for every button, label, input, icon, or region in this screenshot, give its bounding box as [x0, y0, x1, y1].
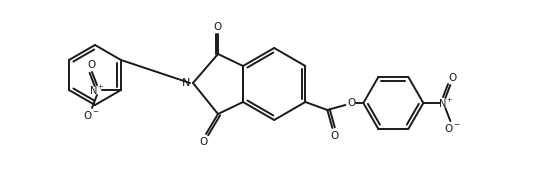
- Text: O$^-$: O$^-$: [83, 109, 101, 121]
- Text: O: O: [214, 22, 222, 32]
- Text: O: O: [448, 73, 457, 83]
- Text: O: O: [200, 137, 208, 147]
- Text: O: O: [347, 98, 356, 108]
- Text: O: O: [330, 131, 339, 141]
- Text: O: O: [88, 60, 96, 70]
- Text: N$^+$: N$^+$: [438, 96, 453, 110]
- Text: N: N: [182, 78, 190, 88]
- Text: O$^-$: O$^-$: [444, 122, 461, 134]
- Text: N$^+$: N$^+$: [89, 84, 105, 97]
